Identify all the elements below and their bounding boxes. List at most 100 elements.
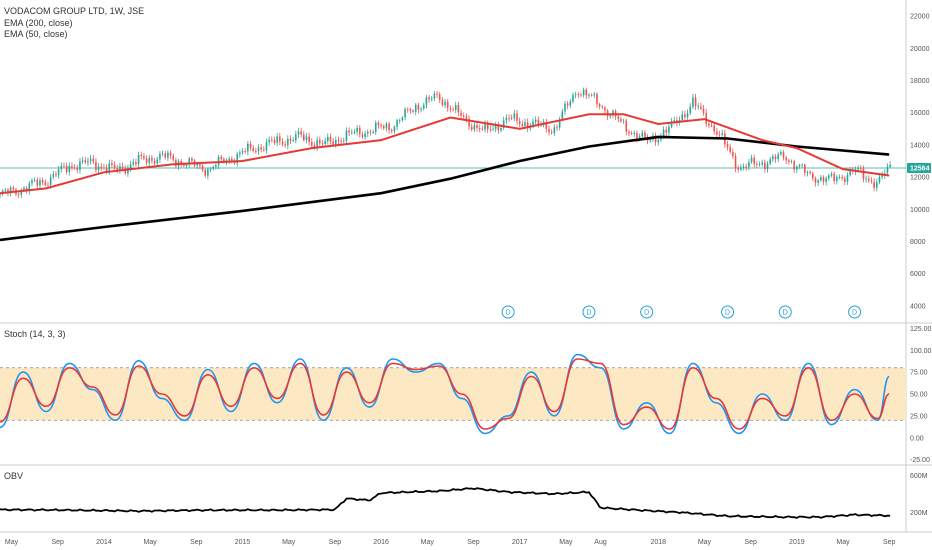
candle xyxy=(398,118,401,124)
candle xyxy=(380,122,382,129)
candle xyxy=(271,136,273,143)
candle xyxy=(577,91,580,99)
time-tick-label-16: Sep xyxy=(744,539,757,546)
stoch-tick-label-3: 50.00 xyxy=(910,392,928,399)
candle xyxy=(329,133,332,145)
candle xyxy=(689,103,692,116)
candle xyxy=(417,102,420,114)
dividend-marker-5[interactable]: D xyxy=(848,305,862,319)
dividend-marker-0[interactable]: D xyxy=(501,305,515,319)
candle xyxy=(87,157,89,166)
candle xyxy=(257,144,260,155)
candle xyxy=(764,159,766,173)
candle xyxy=(281,137,284,147)
candle xyxy=(598,102,601,110)
candle xyxy=(790,159,793,164)
stoch-d-line[interactable] xyxy=(0,358,890,430)
candle xyxy=(604,106,606,114)
candle xyxy=(76,164,79,174)
candle xyxy=(886,163,889,177)
candle xyxy=(734,152,737,173)
ema-200-line[interactable] xyxy=(0,135,890,242)
candle xyxy=(127,164,129,177)
candle xyxy=(366,129,369,138)
dividend-label: D xyxy=(506,310,511,317)
time-tick-label-6: May xyxy=(282,539,296,546)
candle xyxy=(556,124,558,132)
candle xyxy=(414,102,417,116)
candle xyxy=(862,165,865,183)
price-axis[interactable]: 22000 20000 18000 16000 14000 12000 10000 8000 6… xyxy=(910,14,930,311)
time-tick-label-19: Sep xyxy=(883,539,896,546)
price-tick-label-2: 18000 xyxy=(910,78,930,85)
candle xyxy=(806,170,809,177)
obv-axis[interactable]: 600M 200M xyxy=(910,473,928,517)
candle xyxy=(713,121,716,135)
candle xyxy=(550,129,553,135)
candle xyxy=(132,158,135,167)
price-tick-label-0: 22000 xyxy=(910,14,930,21)
stoch-tick-label-0: 125.00 xyxy=(910,326,932,333)
candle xyxy=(476,121,478,132)
candle xyxy=(593,92,596,99)
dividend-marker-2[interactable]: D xyxy=(640,305,654,319)
dividend-marker-4[interactable]: D xyxy=(778,305,792,319)
candle xyxy=(526,118,529,133)
dividend-label: D xyxy=(852,310,857,317)
candle xyxy=(31,177,33,187)
candle xyxy=(798,163,801,169)
ema-50-line[interactable] xyxy=(0,113,890,195)
candle xyxy=(601,105,604,110)
candle xyxy=(289,135,292,145)
dividend-marker-1[interactable]: D xyxy=(582,305,596,319)
dividend-marker-3[interactable]: D xyxy=(721,305,735,319)
candle xyxy=(279,132,281,146)
candle xyxy=(462,112,465,119)
candle xyxy=(39,177,41,190)
candle xyxy=(241,148,244,155)
candle xyxy=(135,158,137,167)
candle xyxy=(585,87,588,99)
time-axis[interactable]: May Sep 2014 May Sep 2015 May Sep 2016 May Sep 2017… xyxy=(5,539,896,546)
candle xyxy=(684,110,686,121)
candle xyxy=(321,139,324,146)
candle xyxy=(830,171,833,178)
candle xyxy=(657,136,660,146)
candle xyxy=(151,154,153,164)
candle xyxy=(497,121,500,134)
candle xyxy=(36,177,39,189)
candle xyxy=(753,154,755,168)
candle xyxy=(68,162,71,176)
candle xyxy=(425,95,428,109)
dividend-label: D xyxy=(725,310,730,317)
candle xyxy=(732,148,734,159)
candle xyxy=(44,179,47,187)
candle xyxy=(247,140,249,156)
candle xyxy=(164,150,167,160)
candle xyxy=(769,156,771,166)
candle xyxy=(460,109,462,119)
obv-line[interactable] xyxy=(0,487,891,519)
candle xyxy=(745,163,748,171)
candle xyxy=(796,164,798,174)
candle xyxy=(361,131,364,139)
candle xyxy=(881,171,883,180)
candle xyxy=(382,124,385,131)
candle xyxy=(859,165,862,171)
candle xyxy=(356,125,358,136)
candle xyxy=(825,176,827,186)
candle xyxy=(265,138,268,154)
candle xyxy=(772,154,774,162)
candle xyxy=(534,116,537,126)
candle xyxy=(804,163,806,177)
candle xyxy=(60,162,63,173)
candle xyxy=(340,137,342,145)
price-tick-label-3: 16000 xyxy=(910,110,930,117)
candle xyxy=(92,155,95,164)
stoch-axis[interactable]: 125.00 100.00 75.00 50.00 25.00 0.00 -25.00 xyxy=(910,326,932,464)
candle xyxy=(409,107,412,114)
candle xyxy=(95,158,97,173)
candle xyxy=(705,109,708,128)
candle xyxy=(721,129,724,137)
